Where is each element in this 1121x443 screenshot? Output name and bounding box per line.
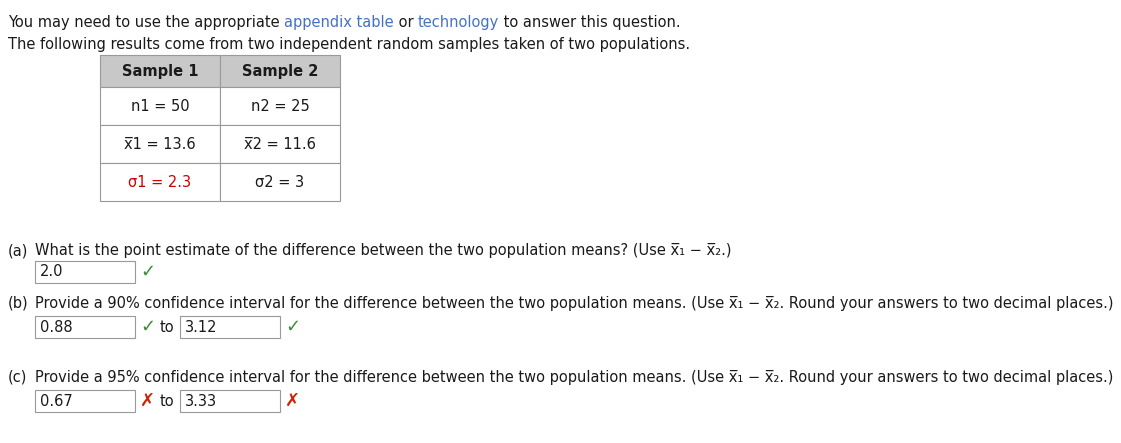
Text: You may need to use the appropriate: You may need to use the appropriate	[8, 15, 285, 30]
Bar	[35, 390, 135, 412]
Text: or: or	[393, 15, 418, 30]
Text: ✗: ✗	[285, 392, 300, 410]
Text: 0.67: 0.67	[40, 393, 73, 408]
Text: ✓: ✓	[140, 263, 155, 281]
Text: Sample 2: Sample 2	[242, 63, 318, 78]
Text: (c): (c)	[8, 370, 27, 385]
Bar	[220, 87, 340, 125]
Bar	[35, 316, 135, 338]
Text: 0.88: 0.88	[40, 319, 73, 334]
Text: ✗: ✗	[140, 392, 155, 410]
Text: 3.33: 3.33	[185, 393, 217, 408]
Text: σ1 = 2.3: σ1 = 2.3	[129, 175, 192, 190]
Text: to answer this question.: to answer this question.	[499, 15, 680, 30]
Text: to: to	[160, 319, 175, 334]
Bar	[180, 316, 280, 338]
Text: x̅1 = 13.6: x̅1 = 13.6	[124, 136, 196, 152]
Bar	[100, 87, 220, 125]
Bar	[100, 163, 220, 201]
Text: σ2 = 3: σ2 = 3	[256, 175, 305, 190]
Bar	[220, 55, 340, 87]
Bar	[100, 55, 220, 87]
Text: appendix table: appendix table	[285, 15, 393, 30]
Bar	[220, 125, 340, 163]
Text: Provide a 90% confidence interval for the difference between the two population : Provide a 90% confidence interval for th…	[35, 296, 1113, 311]
Text: Provide a 95% confidence interval for the difference between the two population : Provide a 95% confidence interval for th…	[35, 370, 1113, 385]
Text: ✓: ✓	[285, 318, 300, 336]
Text: What is the point estimate of the difference between the two population means? (: What is the point estimate of the differ…	[35, 243, 732, 258]
Text: 3.12: 3.12	[185, 319, 217, 334]
Bar	[180, 390, 280, 412]
Text: 2.0: 2.0	[40, 264, 64, 280]
Text: x̅2 = 11.6: x̅2 = 11.6	[244, 136, 316, 152]
Bar	[220, 163, 340, 201]
Text: (b): (b)	[8, 296, 29, 311]
Text: ✓: ✓	[140, 318, 155, 336]
Text: Sample 1: Sample 1	[122, 63, 198, 78]
Text: technology: technology	[418, 15, 499, 30]
Bar	[35, 261, 135, 283]
Text: to: to	[160, 393, 175, 408]
Text: The following results come from two independent random samples taken of two popu: The following results come from two inde…	[8, 37, 691, 52]
Text: n1 = 50: n1 = 50	[131, 98, 189, 113]
Text: (a): (a)	[8, 243, 28, 258]
Bar	[100, 125, 220, 163]
Text: n2 = 25: n2 = 25	[251, 98, 309, 113]
